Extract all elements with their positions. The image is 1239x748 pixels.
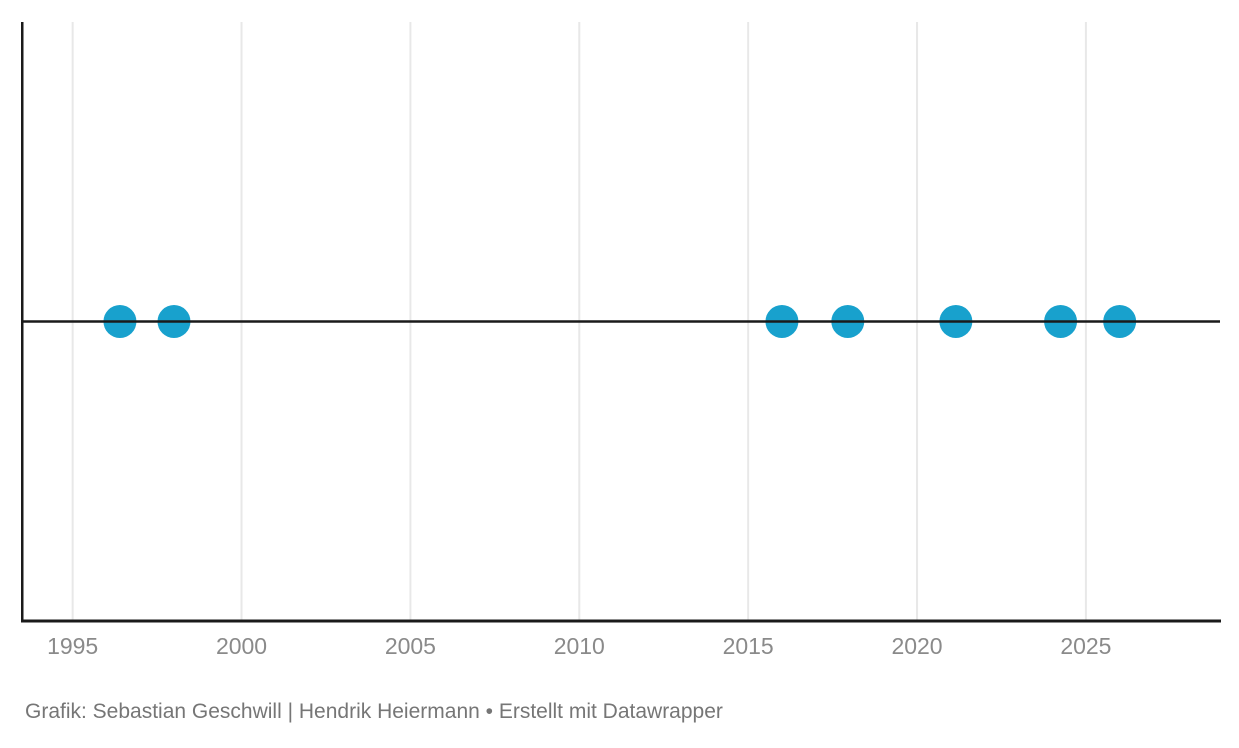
- x-tick-label: 2025: [1060, 633, 1111, 659]
- x-tick-label: 2015: [723, 633, 774, 659]
- x-tick-label: 2005: [385, 633, 436, 659]
- timeline-scatter-chart: 1995 2000 2005 2010 2015 2020 2025: [21, 22, 1221, 659]
- x-tick-label: 2000: [216, 633, 267, 659]
- y-axis-line: [21, 22, 24, 623]
- x-tick-label: 2020: [891, 633, 942, 659]
- x-tick-label: 1995: [47, 633, 98, 659]
- chart-credit: Grafik: Sebastian Geschwill | Hendrik He…: [25, 700, 723, 723]
- x-axis-line: [21, 619, 1221, 623]
- x-tick-label: 2010: [554, 633, 605, 659]
